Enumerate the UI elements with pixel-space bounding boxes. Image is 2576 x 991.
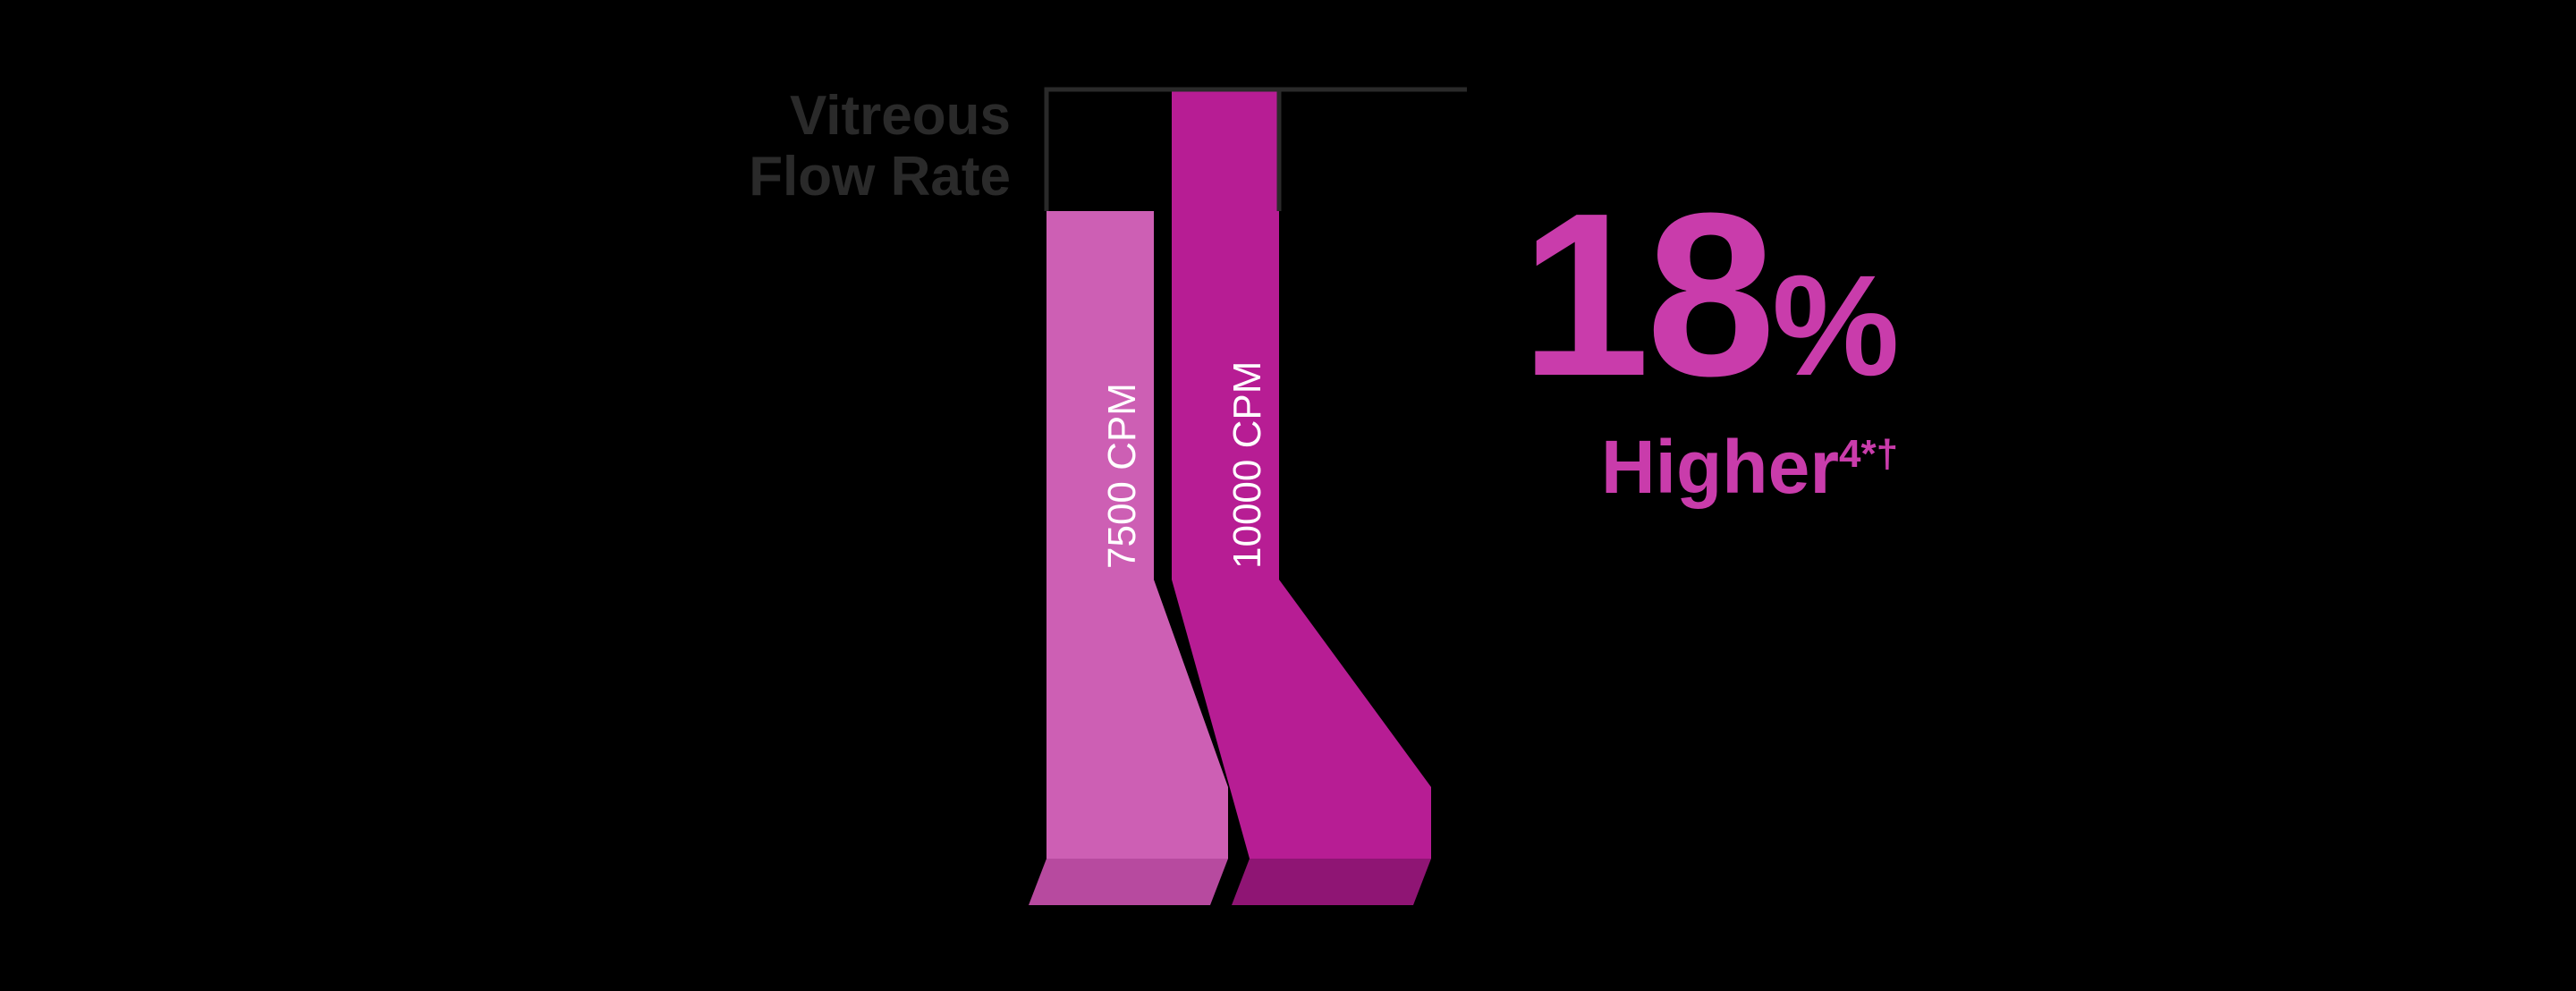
callout-value: 18% — [1521, 179, 1895, 411]
bar-label-10000: 10000 CPM — [1225, 361, 1270, 569]
bars-svg — [0, 0, 2576, 991]
callout-percent: % — [1772, 245, 1895, 405]
infographic-stage: Vitreous Flow Rate 7500 CPM 10000 CPM 18… — [0, 0, 2576, 991]
bar-label-7500: 7500 CPM — [1100, 383, 1145, 569]
axis-label: Vitreous Flow Rate — [749, 86, 1011, 208]
callout-word: Higher4*† — [1601, 429, 1898, 504]
callout-word-text: Higher — [1601, 425, 1839, 509]
callout-superscript: 4*† — [1839, 432, 1898, 476]
callout-number: 18 — [1521, 165, 1772, 425]
